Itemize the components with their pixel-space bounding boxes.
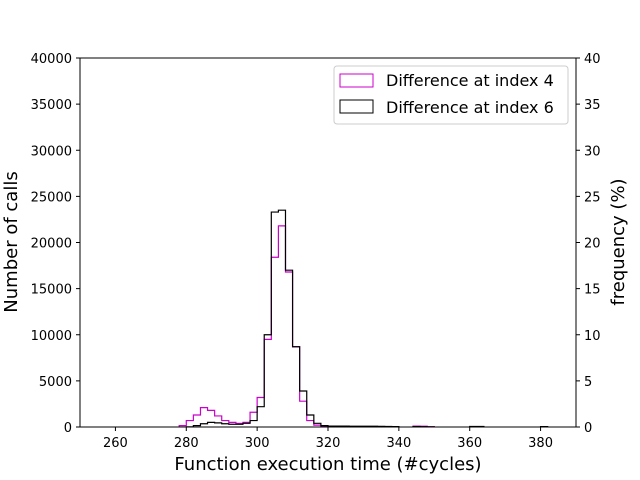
y-tick-label: 40000 [31, 52, 72, 67]
legend-label-index-6: Difference at index 6 [386, 98, 554, 117]
y-tick-label: 5000 [39, 375, 72, 390]
x-axis-label: Function execution time (#cycles) [174, 454, 481, 475]
x-tick-label: 380 [528, 436, 553, 451]
y-right-tick-label: 35 [584, 98, 601, 113]
legend: Difference at index 4 Difference at inde… [333, 65, 569, 125]
x-tick-label: 360 [457, 436, 482, 451]
y-axis-label: Number of calls [1, 171, 22, 312]
legend-box [333, 65, 569, 125]
y-axis-right: 0 5 10 15 20 25 30 35 40 [576, 52, 601, 436]
y-tick-label: 25000 [31, 190, 72, 205]
y-tick-label: 35000 [31, 98, 72, 113]
y-right-tick-label: 40 [584, 52, 601, 67]
x-tick-label: 340 [386, 436, 411, 451]
y-tick-label: 10000 [31, 329, 72, 344]
legend-swatch-index-4 [339, 73, 374, 88]
y-right-tick-label: 25 [584, 190, 601, 205]
legend-swatch-index-6 [339, 99, 374, 114]
y-axis-left: 0 5000 10000 15000 20000 25000 30000 35000 40000 [31, 52, 80, 436]
y-tick-label: 30000 [31, 144, 72, 159]
y-right-tick-label: 10 [584, 329, 601, 344]
x-tick-label: 280 [174, 436, 199, 451]
y-right-tick-label: 5 [584, 375, 592, 390]
x-tick-label: 300 [245, 436, 270, 451]
y-right-tick-label: 0 [584, 421, 592, 436]
y-tick-label: 15000 [31, 283, 72, 298]
x-axis: 260 280 300 320 340 360 380 [103, 427, 553, 451]
x-tick-label: 260 [103, 436, 128, 451]
legend-label-index-4: Difference at index 4 [386, 71, 554, 90]
y-right-tick-label: 20 [584, 237, 601, 252]
y-right-tick-label: 15 [584, 283, 601, 298]
y-tick-label: 0 [64, 421, 72, 436]
y-tick-label: 20000 [31, 237, 72, 252]
x-tick-label: 320 [316, 436, 341, 451]
y-axis-label-right: frequency (%) [608, 178, 629, 305]
y-right-tick-label: 30 [584, 144, 601, 159]
